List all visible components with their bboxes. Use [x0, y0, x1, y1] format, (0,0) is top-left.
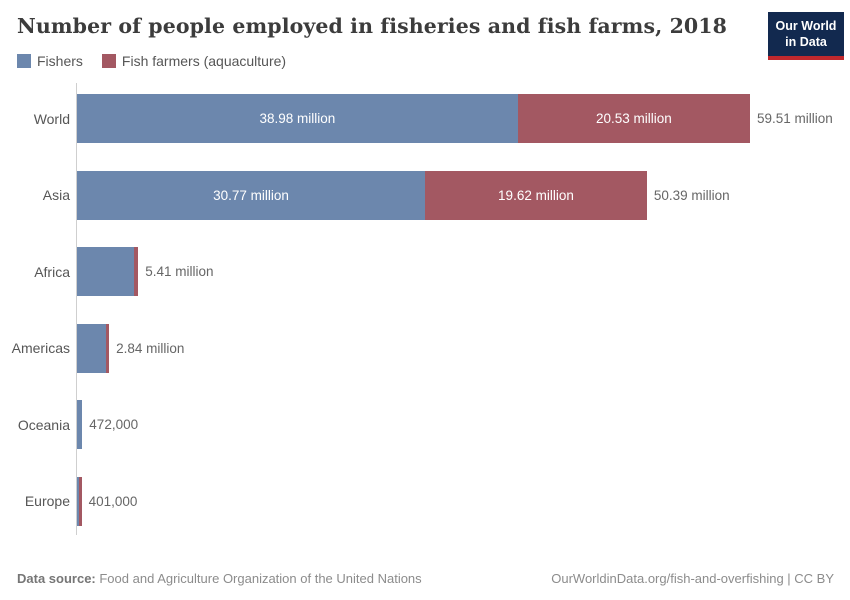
segment-value-label: 20.53 million — [595, 111, 672, 127]
header: Number of people employed in fisheries a… — [0, 0, 850, 61]
category-label: Asia — [42, 187, 70, 204]
total-value-label: 50.39 million — [653, 187, 730, 203]
chart: World 38.98 million 20.53 million 59.51 mi… — [0, 81, 850, 540]
chart-row: Europe 401,000 — [0, 463, 850, 540]
bar-track: 38.98 million 20.53 million 59.51 million — [77, 94, 833, 144]
bar-segment-fishers[interactable] — [77, 247, 134, 297]
legend-swatch-icon — [101, 53, 116, 68]
legend-item-label: Fish farmers (aquaculture) — [121, 52, 287, 69]
chart-row: World 38.98 million 20.53 million 59.51 mi… — [0, 81, 850, 158]
bar-segment-fishers[interactable] — [77, 400, 83, 450]
bar-track: 5.41 million — [77, 247, 214, 297]
bar-track: 472,000 — [77, 400, 139, 450]
total-value-label: 2.84 million — [116, 340, 185, 356]
bar-segment-fish-farmers[interactable] — [133, 247, 139, 297]
category-label: Americas — [11, 340, 70, 357]
bar-segment-fish-farmers[interactable]: 20.53 million — [517, 94, 750, 144]
bar-track: 401,000 — [77, 476, 138, 526]
owid-logo-line2: in Data — [785, 34, 827, 49]
owid-logo-red-strip — [768, 56, 844, 61]
bar-segment-fish-farmers[interactable] — [105, 323, 110, 373]
owid-logo[interactable]: Our World in Data — [768, 12, 844, 61]
legend-item-label: Fishers — [37, 52, 83, 69]
bar-segment-fishers[interactable] — [77, 476, 80, 526]
bar-track: 2.84 million — [77, 323, 185, 373]
segment-value-label: 30.77 million — [213, 187, 289, 203]
owid-logo-line1: Our World — [775, 19, 837, 33]
bar-track: 30.77 million 19.62 million 50.39 million — [77, 170, 730, 220]
chart-row: Asia 30.77 million 19.62 million 50.39 mil… — [0, 157, 850, 234]
data-source-note: Data source: Food and Agriculture Organi… — [17, 571, 422, 586]
bar-segment-fishers[interactable] — [77, 323, 106, 373]
bar-segment-fishers[interactable]: 38.98 million — [77, 94, 518, 144]
data-source-value: Food and Agriculture Organization of the… — [95, 571, 422, 586]
chart-row: Africa 5.41 million — [0, 234, 850, 311]
chart-row: Americas 2.84 million — [0, 310, 850, 387]
segment-value-label: 19.62 million — [498, 187, 574, 203]
legend-item[interactable]: Fish farmers (aquaculture) — [101, 52, 287, 69]
bar-segment-fish-farmers[interactable]: 19.62 million — [425, 170, 647, 220]
owid-logo-text: Our World in Data — [768, 12, 844, 57]
y-axis-line — [76, 82, 77, 535]
total-value-label: 472,000 — [89, 417, 139, 433]
data-source-label: Data source: — [17, 571, 96, 586]
category-label: Europe — [24, 493, 70, 510]
page-title: Number of people employed in fisheries a… — [17, 14, 728, 38]
total-value-label: 5.41 million — [145, 264, 214, 280]
chart-row: Oceania 472,000 — [0, 387, 850, 464]
bar-segment-fishers[interactable]: 30.77 million — [77, 170, 425, 220]
legend-swatch-icon — [17, 53, 31, 68]
footer: Data source: Food and Agriculture Organi… — [17, 571, 834, 586]
legend: Fishers Fish farmers (aquaculture) — [17, 53, 850, 69]
total-value-label: 401,000 — [88, 493, 138, 509]
total-value-label: 59.51 million — [756, 111, 833, 127]
category-label: Oceania — [17, 416, 70, 433]
bar-segment-fish-farmers[interactable] — [79, 476, 82, 526]
segment-value-label: 38.98 million — [259, 111, 336, 127]
category-label: Africa — [34, 263, 70, 280]
legend-item[interactable]: Fishers — [17, 53, 83, 69]
credit-link[interactable]: OurWorldinData.org/fish-and-overfishing … — [551, 571, 834, 586]
category-label: World — [33, 110, 70, 127]
